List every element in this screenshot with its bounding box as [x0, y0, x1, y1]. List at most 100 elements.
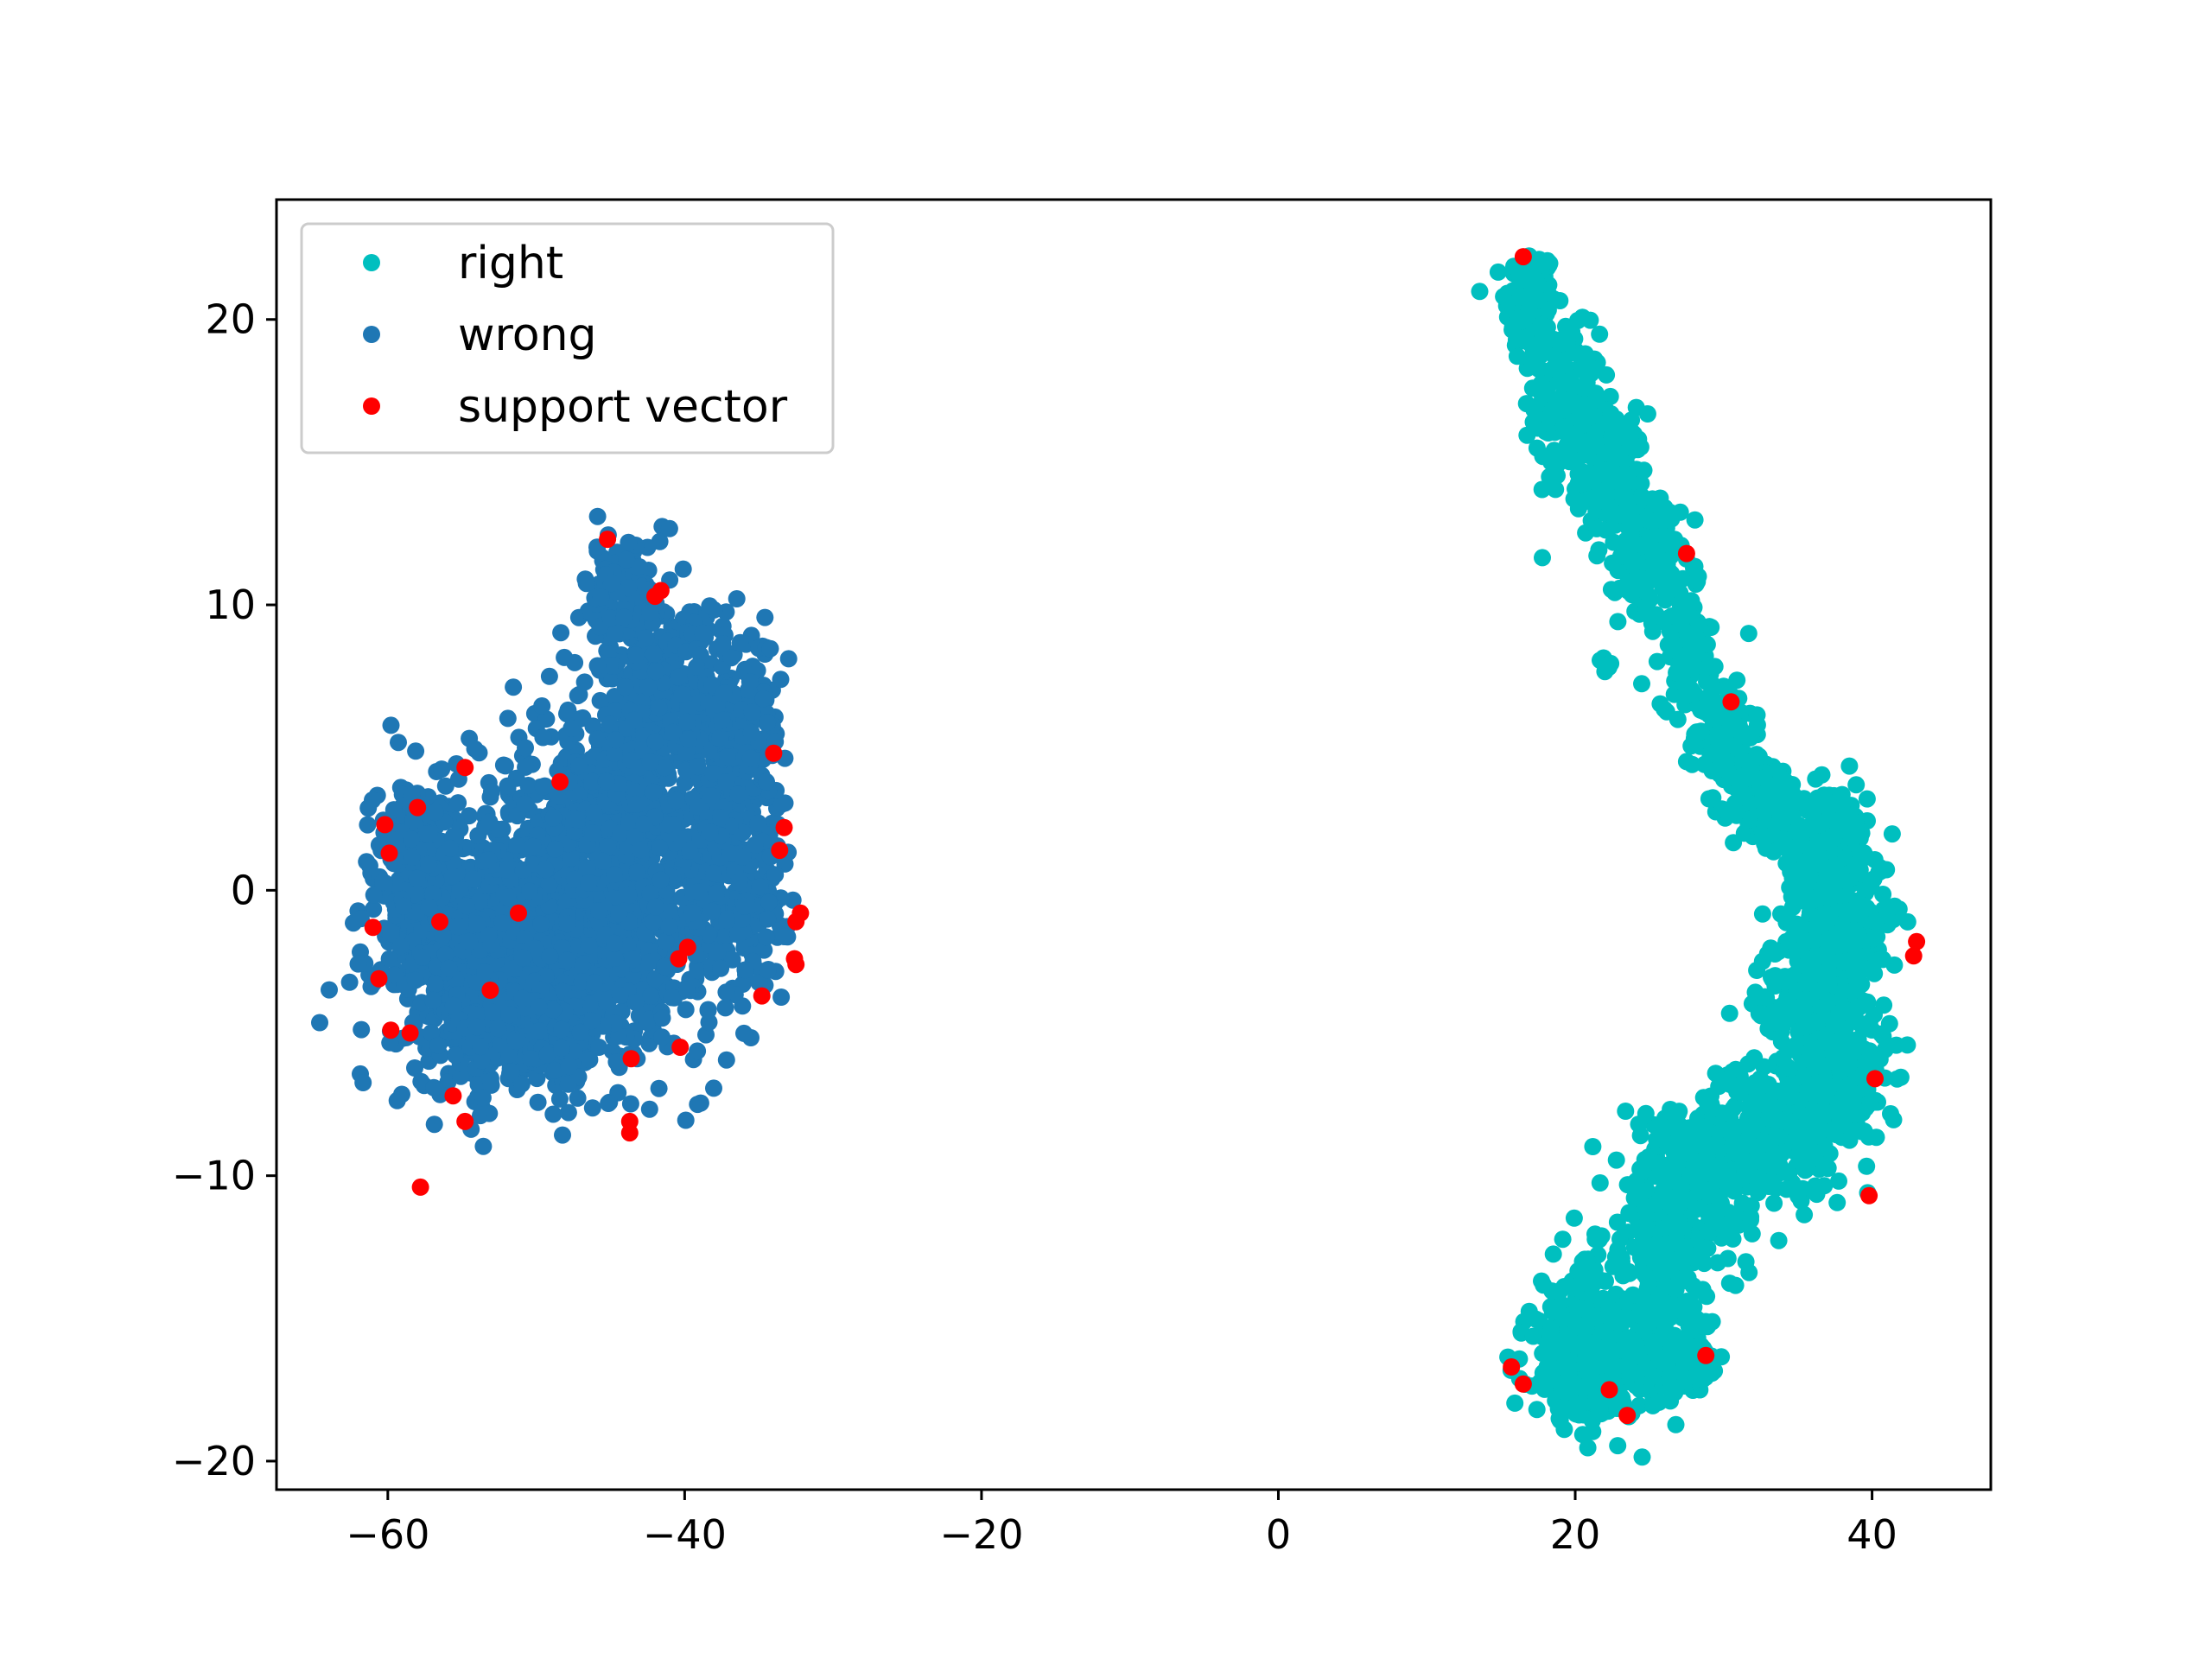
- right-point: [1543, 1303, 1561, 1321]
- right-point: [1776, 1163, 1794, 1181]
- right-point: [1645, 1338, 1663, 1357]
- right-point: [1742, 1211, 1759, 1229]
- right-point: [1573, 396, 1591, 414]
- right-point: [1647, 606, 1665, 624]
- wrong-point: [532, 915, 550, 933]
- right-point: [1579, 1439, 1597, 1457]
- right-point: [1657, 535, 1675, 553]
- right-point: [1772, 1033, 1790, 1051]
- right-point: [1596, 1323, 1614, 1341]
- wrong-point: [736, 961, 754, 979]
- right-point: [1597, 444, 1615, 462]
- right-point: [1643, 1396, 1662, 1414]
- right-point: [1674, 1123, 1692, 1141]
- right-point: [1584, 1422, 1602, 1440]
- right-point: [1847, 776, 1866, 794]
- right-point: [1816, 963, 1834, 982]
- right-point: [1699, 1223, 1716, 1241]
- right-point: [1659, 636, 1677, 654]
- right-point: [1819, 1160, 1837, 1178]
- right-point: [1680, 686, 1698, 704]
- wrong-point: [550, 1090, 569, 1108]
- right-point: [1620, 438, 1638, 456]
- right-point: [1641, 590, 1659, 608]
- right-point: [1599, 466, 1618, 484]
- wrong-point: [621, 1095, 639, 1113]
- wrong-point: [474, 1137, 493, 1155]
- right-point: [1672, 1181, 1690, 1199]
- wrong-point: [735, 1024, 753, 1042]
- right-point: [1887, 1036, 1905, 1054]
- right-point: [1668, 1227, 1685, 1244]
- right-point: [1638, 511, 1656, 529]
- right-point: [1821, 908, 1840, 926]
- right-point: [1495, 288, 1513, 306]
- right-point: [1609, 1437, 1627, 1455]
- wrong-point: [529, 1093, 547, 1111]
- right-point: [1797, 975, 1815, 993]
- right-point: [1544, 1245, 1562, 1263]
- right-point: [1694, 1365, 1712, 1383]
- wrong-point: [391, 938, 410, 956]
- right-point: [1846, 905, 1864, 923]
- wrong-point: [716, 999, 734, 1017]
- right-point: [1643, 490, 1662, 508]
- right-point: [1682, 638, 1700, 655]
- right-point: [1624, 1339, 1642, 1357]
- right-point: [1772, 905, 1789, 923]
- right-point: [1524, 1327, 1542, 1345]
- right-point: [1848, 1013, 1866, 1031]
- right-point: [1645, 561, 1662, 579]
- wrong-point: [705, 1079, 722, 1097]
- right-point: [1563, 323, 1581, 340]
- wrong-point: [642, 988, 660, 1005]
- right-point: [1581, 1377, 1599, 1395]
- wrong-point: [321, 981, 338, 999]
- wrong-point: [349, 955, 367, 973]
- right-point: [1601, 387, 1619, 405]
- right-point: [1539, 301, 1557, 319]
- wrong-point: [734, 848, 752, 866]
- right-point: [1728, 671, 1746, 690]
- right-point: [1878, 899, 1896, 917]
- right-point: [1554, 1230, 1572, 1249]
- right-point: [1609, 562, 1627, 580]
- right-point: [1755, 769, 1773, 787]
- right-point: [1535, 344, 1553, 362]
- points-layer: [311, 247, 1926, 1466]
- wrong-point: [650, 1079, 668, 1097]
- right-point: [1672, 614, 1690, 632]
- right-point: [1728, 804, 1746, 823]
- wrong-point: [425, 1116, 443, 1134]
- wrong-point: [717, 983, 735, 1001]
- wrong-point: [709, 944, 727, 962]
- right-point: [1656, 499, 1674, 517]
- right-point: [1848, 981, 1866, 999]
- right-point: [1789, 1187, 1807, 1205]
- right-point: [1627, 1172, 1645, 1190]
- right-point: [1537, 448, 1555, 466]
- right-point: [1584, 1138, 1602, 1155]
- wrong-point: [433, 760, 451, 779]
- right-point: [1685, 654, 1703, 671]
- right-point: [1858, 790, 1876, 808]
- right-point: [1825, 1015, 1843, 1033]
- wrong-point: [340, 973, 359, 991]
- right-point: [1668, 664, 1686, 682]
- right-point: [1782, 863, 1800, 880]
- right-point: [1796, 932, 1815, 950]
- right-point: [1565, 1209, 1583, 1227]
- right-point: [1611, 547, 1630, 565]
- wrong-point: [730, 874, 748, 892]
- right-point: [1706, 658, 1724, 676]
- wrong-point: [735, 897, 753, 915]
- right-point: [1518, 426, 1536, 444]
- wrong-point: [311, 1014, 328, 1032]
- right-point: [1533, 315, 1551, 334]
- right-point: [1637, 575, 1655, 594]
- right-point: [1777, 788, 1796, 805]
- right-point: [1816, 1033, 1834, 1051]
- right-point: [1757, 810, 1775, 829]
- right-point: [1865, 930, 1883, 948]
- right-point: [1690, 617, 1708, 634]
